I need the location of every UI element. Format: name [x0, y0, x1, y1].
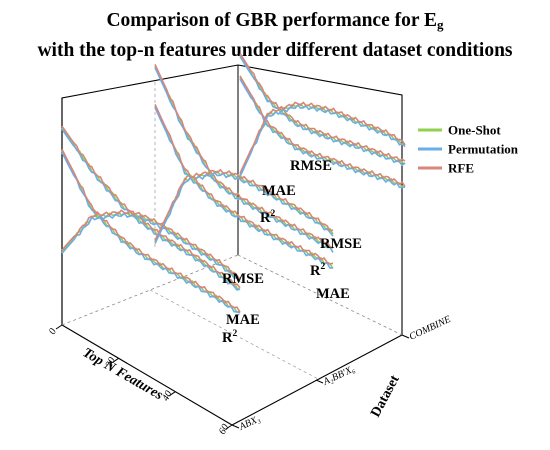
depth-axis-title: Dataset: [368, 373, 403, 420]
line-abx-mae-rfe: [61, 149, 241, 313]
series-abx-rmse: [61, 125, 241, 291]
series-layer: [61, 52, 406, 314]
depth-tick-mark-a-bb-x: [315, 379, 324, 384]
line-a-bb-x-r-permutation: [154, 171, 334, 244]
depth-tick-label-abx: ABX₃: [237, 413, 263, 433]
series-abx-r: [61, 209, 241, 283]
legend: One-Shot Permutation RFE: [418, 123, 519, 176]
x-tick-mark-20: [112, 357, 119, 363]
x-tick-mark-0: [55, 324, 63, 330]
series-a-bb-x-rmse: [154, 64, 334, 253]
line-combine-rmse-rfe: [239, 52, 406, 162]
metric-label-combine-mae: MAE: [262, 183, 296, 199]
chart-title: Comparison of GBR performance for Eg wit…: [0, 6, 550, 66]
legend-item-permutation: Permutation: [418, 142, 519, 157]
metric-label-abx-r2: R2: [222, 329, 237, 346]
x-tick-label-60: 60: [217, 422, 231, 436]
legend-label-permutation: Permutation: [448, 142, 519, 157]
series-abx-mae: [61, 149, 241, 314]
metric-label-a-bb-x-rmse: RMSE: [320, 236, 362, 252]
series-combine-rmse: [239, 52, 406, 166]
legend-item-rfe: RFE: [418, 161, 474, 176]
axis-layer: 0 20 40 60 Top N Features ABX₃ A₂BB′X₆ COMBINE D…: [47, 314, 453, 436]
chart-title-subscript: g: [437, 17, 444, 32]
line-abx-r-rfe: [61, 209, 241, 281]
x-axis-title: Top N Features: [80, 345, 166, 403]
x-tick-label-20: 20: [104, 356, 118, 370]
series-combine-mae: [239, 75, 406, 189]
line-abx-rmse-one-shot: [61, 127, 241, 291]
x-axis-line: [61, 324, 233, 426]
chart-title-line-2: with the top-n features under different …: [37, 40, 513, 61]
metric-label-abx-mae: MAE: [226, 312, 260, 328]
floor-right-edge-dashed: [237, 254, 403, 336]
line-combine-r-rfe: [239, 101, 406, 174]
chart-title-line-1: Comparison of GBR performance for Eg: [0, 6, 550, 36]
legend-item-one-shot: One-Shot: [418, 123, 501, 138]
metric-label-combine-r2: R2: [260, 209, 275, 226]
metric-label-abx-rmse: RMSE: [222, 271, 264, 287]
x-tick-label-40: 40: [160, 389, 174, 403]
line-abx-r-permutation: [61, 212, 241, 283]
line-abx-rmse-rfe: [61, 125, 241, 289]
back-right-panel-frame: [237, 64, 403, 335]
series-a-bb-x-mae: [154, 104, 334, 269]
x-tick-label-0: 0: [47, 327, 59, 337]
depth-tick-mark-abx: [231, 424, 240, 429]
mid-floor-guide-dashed: [149, 289, 321, 381]
depth-tick-mark-combine: [401, 334, 410, 339]
metric-label-combine-rmse: RMSE: [290, 158, 332, 174]
x-tick-mark-60: [225, 424, 233, 430]
depth-tick-label-a-bb-x: A₂BB′X₆: [321, 363, 357, 388]
depth-tick-label-combine: COMBINE: [408, 314, 453, 343]
series-a-bb-x-r: [154, 169, 334, 244]
line-combine-rmse-permutation: [239, 56, 406, 166]
metric-label-a-bb-x-r2: R2: [310, 262, 325, 279]
line-combine-mae-rfe: [239, 75, 406, 188]
metric-label-a-bb-x-mae: MAE: [316, 286, 350, 302]
chart-title-line-1-text: Comparison of GBR performance for E: [106, 10, 438, 31]
line-a-bb-x-r-rfe: [154, 169, 334, 241]
series-combine-r: [239, 101, 406, 177]
line-combine-r-permutation: [239, 104, 406, 177]
line-a-bb-x-rmse-rfe: [154, 64, 334, 249]
legend-label-rfe: RFE: [448, 161, 474, 176]
x-tick-mark-40: [169, 391, 176, 397]
line-a-bb-x-mae-rfe: [154, 104, 334, 265]
legend-label-one-shot: One-Shot: [448, 123, 501, 138]
